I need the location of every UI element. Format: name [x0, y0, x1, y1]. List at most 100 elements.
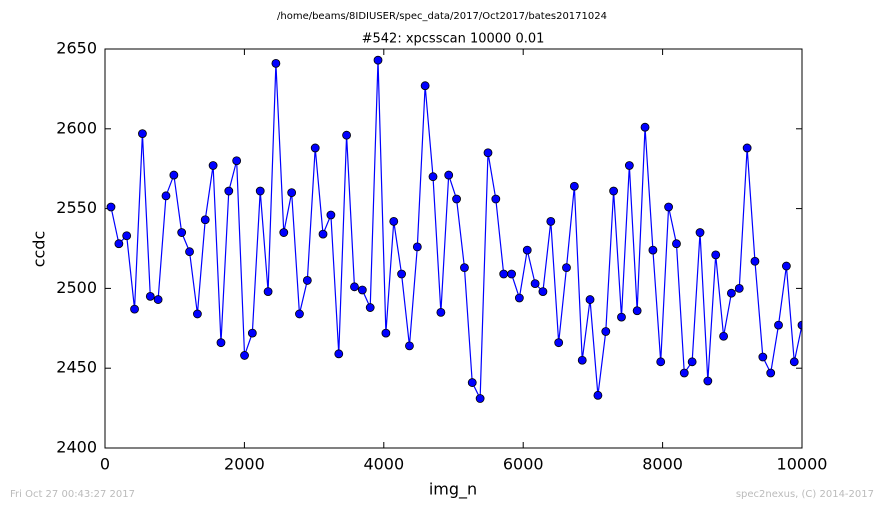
- data-point: [562, 263, 571, 273]
- data-point: [287, 188, 297, 198]
- data-point: [766, 368, 776, 378]
- data-point: [153, 295, 163, 304]
- data-point: [350, 282, 359, 292]
- x-tick-label: 0: [100, 455, 110, 474]
- y-tick-label: 2450: [56, 358, 97, 377]
- data-point: [530, 279, 540, 289]
- data-point: [672, 239, 681, 249]
- data-point: [797, 320, 802, 330]
- data-point: [138, 129, 147, 138]
- data-point: [420, 81, 430, 91]
- data-point: [216, 338, 226, 348]
- data-point: [161, 191, 171, 201]
- data-point: [452, 194, 461, 204]
- data-point: [334, 349, 344, 359]
- data-point: [373, 55, 383, 65]
- data-point: [554, 338, 564, 348]
- data-point: [247, 328, 257, 338]
- data-point: [114, 239, 124, 249]
- data-point: [145, 291, 155, 301]
- data-point: [711, 250, 721, 260]
- footer-right: spec2nexus, (C) 2014-2017: [736, 489, 874, 500]
- x-tick-label: 2000: [224, 455, 265, 474]
- suptitle: /home/beams/8IDIUSER/spec_data/2017/Oct2…: [277, 11, 607, 22]
- data-point: [632, 306, 642, 316]
- data-point: [467, 378, 477, 387]
- data-point: [640, 122, 650, 132]
- data-point: [648, 245, 658, 255]
- data-point: [169, 170, 179, 180]
- data-point: [687, 357, 697, 367]
- y-tick-label: 2600: [56, 118, 97, 137]
- y-tick-label: 2650: [56, 39, 97, 58]
- data-point: [758, 352, 768, 362]
- data-point: [726, 288, 736, 298]
- x-axis-label: img_n: [429, 480, 477, 500]
- data-point: [695, 228, 705, 237]
- data-point: [271, 58, 281, 68]
- data-point: [412, 242, 422, 252]
- data-point: [460, 263, 469, 273]
- data-point: [200, 215, 210, 225]
- data-point: [381, 328, 391, 338]
- data-point: [318, 229, 328, 239]
- data-point: [679, 368, 689, 378]
- data-point: [507, 269, 516, 279]
- x-tick-label: 10000: [777, 455, 828, 474]
- data-point: [609, 186, 619, 196]
- data-point: [656, 357, 666, 367]
- data-point: [593, 390, 603, 400]
- data-point: [342, 130, 351, 140]
- data-point: [475, 394, 485, 403]
- data-point: [703, 376, 713, 386]
- data-point: [177, 228, 187, 237]
- data-point: [193, 309, 202, 319]
- data-point: [279, 228, 289, 237]
- data-point: [310, 143, 320, 153]
- data-point: [428, 172, 438, 182]
- data-point: [664, 202, 673, 212]
- data-point: [789, 357, 799, 367]
- data-point: [617, 312, 626, 322]
- data-point: [405, 341, 414, 351]
- data-point: [734, 283, 744, 293]
- footer-left: Fri Oct 27 00:43:27 2017: [10, 489, 135, 500]
- data-point: [719, 331, 728, 341]
- data-point: [774, 320, 783, 330]
- data-point: [436, 307, 446, 317]
- x-tick-label: 8000: [642, 455, 683, 474]
- data-point: [742, 143, 752, 153]
- data-point: [365, 303, 375, 312]
- data-point: [538, 287, 548, 296]
- data-point: [208, 161, 218, 170]
- data-point: [263, 287, 273, 296]
- data-point: [444, 170, 454, 180]
- data-point: [397, 269, 406, 279]
- y-tick-label: 2400: [56, 438, 97, 457]
- data-point: [499, 269, 509, 279]
- data-point: [389, 216, 399, 226]
- data-point: [302, 276, 312, 285]
- plot-frame: [104, 48, 803, 449]
- data-point: [232, 156, 242, 166]
- data-point: [295, 309, 304, 319]
- data-point: [130, 304, 139, 314]
- data-point: [491, 194, 501, 204]
- data-point: [357, 285, 367, 295]
- data-point: [255, 186, 265, 196]
- data-point: [546, 216, 556, 226]
- x-tick-label: 6000: [503, 455, 544, 474]
- data-point: [185, 247, 194, 257]
- data-point: [106, 202, 116, 212]
- data-point: [750, 256, 760, 266]
- data-point: [483, 148, 493, 158]
- data-point: [577, 355, 587, 365]
- y-tick-label: 2500: [56, 278, 97, 297]
- data-point: [326, 210, 336, 220]
- data-point: [240, 351, 249, 360]
- data-point: [514, 293, 524, 303]
- data-point: [624, 161, 634, 170]
- y-tick-label: 2550: [56, 198, 97, 217]
